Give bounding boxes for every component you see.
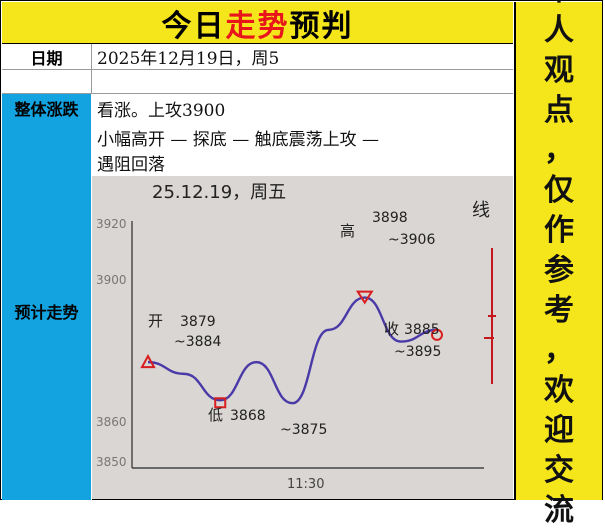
forecast-line (147, 296, 438, 405)
date-value: 2025年12月19日，周5 (97, 49, 280, 69)
high-range: ~3906 (388, 232, 435, 248)
forecast-row: 预计走势 小幅高开 — 探底 — 触底震荡上攻 — 遇阻回落 (2, 122, 513, 500)
side-note-char: 考 (544, 293, 574, 328)
low-marker (214, 397, 227, 409)
forecast-chart: 25.12.19，周五 线 3920 3900 3860 3850 11:30 开 3… (96, 182, 496, 492)
trend-label: 整体涨跌 (2, 94, 92, 122)
trend-value: 看涨。上攻3900 (97, 100, 226, 121)
side-note-char: 欢 (544, 373, 574, 408)
y-tick-label: 3850 (96, 455, 127, 469)
close-marker (431, 328, 443, 341)
title-suffix: 预判 (289, 8, 354, 44)
side-note-char: 观 (544, 53, 574, 88)
date-row: 日期 2025年12月19日，周5 (2, 44, 513, 70)
low-annotation: 低 3868 ~3875 (208, 406, 327, 438)
forecast-line-2: 遇阻回落 (97, 155, 165, 175)
side-note-char: 流 (544, 493, 574, 528)
close-label: 收 (384, 320, 399, 338)
close-value: 3885 (404, 322, 440, 338)
corner-mark: 线 (472, 200, 490, 221)
side-note-char: 交 (544, 453, 574, 488)
low-value: 3868 (230, 408, 266, 424)
y-tick-label: 3920 (96, 217, 127, 231)
high-value: 3898 (372, 210, 408, 226)
forecast-label: 预计走势 (2, 122, 92, 500)
chart-photo: 25.12.19，周五 线 3920 3900 3860 3850 11:30 开 3… (92, 176, 513, 499)
chart-title: 25.12.19，周五 (152, 182, 286, 203)
open-marker (140, 354, 156, 369)
close-range: ~3895 (394, 344, 441, 360)
open-label: 开 (148, 312, 163, 330)
side-note-char: 作 (544, 213, 574, 248)
close-annotation: 收 3885 ~3895 (384, 320, 441, 360)
date-label: 日期 (2, 44, 92, 69)
empty-row (2, 70, 513, 94)
side-note-char: ， (544, 133, 574, 168)
side-note-char: 人 (544, 13, 574, 48)
open-range: ~3884 (174, 334, 221, 350)
side-note-char: 点 (544, 93, 574, 128)
high-label: 高 (340, 222, 355, 240)
title-highlight: 走势 (225, 8, 290, 44)
empty-label-cell (2, 70, 92, 93)
trend-row: 整体涨跌 看涨。上攻3900 (2, 94, 513, 122)
high-marker (355, 290, 374, 305)
high-annotation: 高 3898 ~3906 (340, 210, 435, 248)
side-note-char: 迎 (544, 413, 574, 448)
low-label: 低 (208, 406, 223, 424)
side-note-char: 个 (544, 0, 574, 11)
page-title: 今日 走势 预判 (2, 2, 513, 44)
side-note-char: 仅 (544, 173, 574, 208)
open-value: 3879 (180, 314, 216, 330)
y-tick-label: 3900 (96, 273, 127, 287)
title-prefix: 今日 (161, 8, 226, 44)
x-tick-label: 11:30 (287, 477, 324, 492)
side-note-char: ， (544, 333, 574, 368)
side-note-char: 参 (544, 253, 574, 288)
open-annotation: 开 3879 ~3884 (148, 312, 221, 350)
y-tick-label: 3860 (96, 415, 127, 429)
forecast-line-1: 小幅高开 — 探底 — 触底震荡上攻 — (97, 130, 380, 150)
low-range: ~3875 (280, 422, 327, 438)
